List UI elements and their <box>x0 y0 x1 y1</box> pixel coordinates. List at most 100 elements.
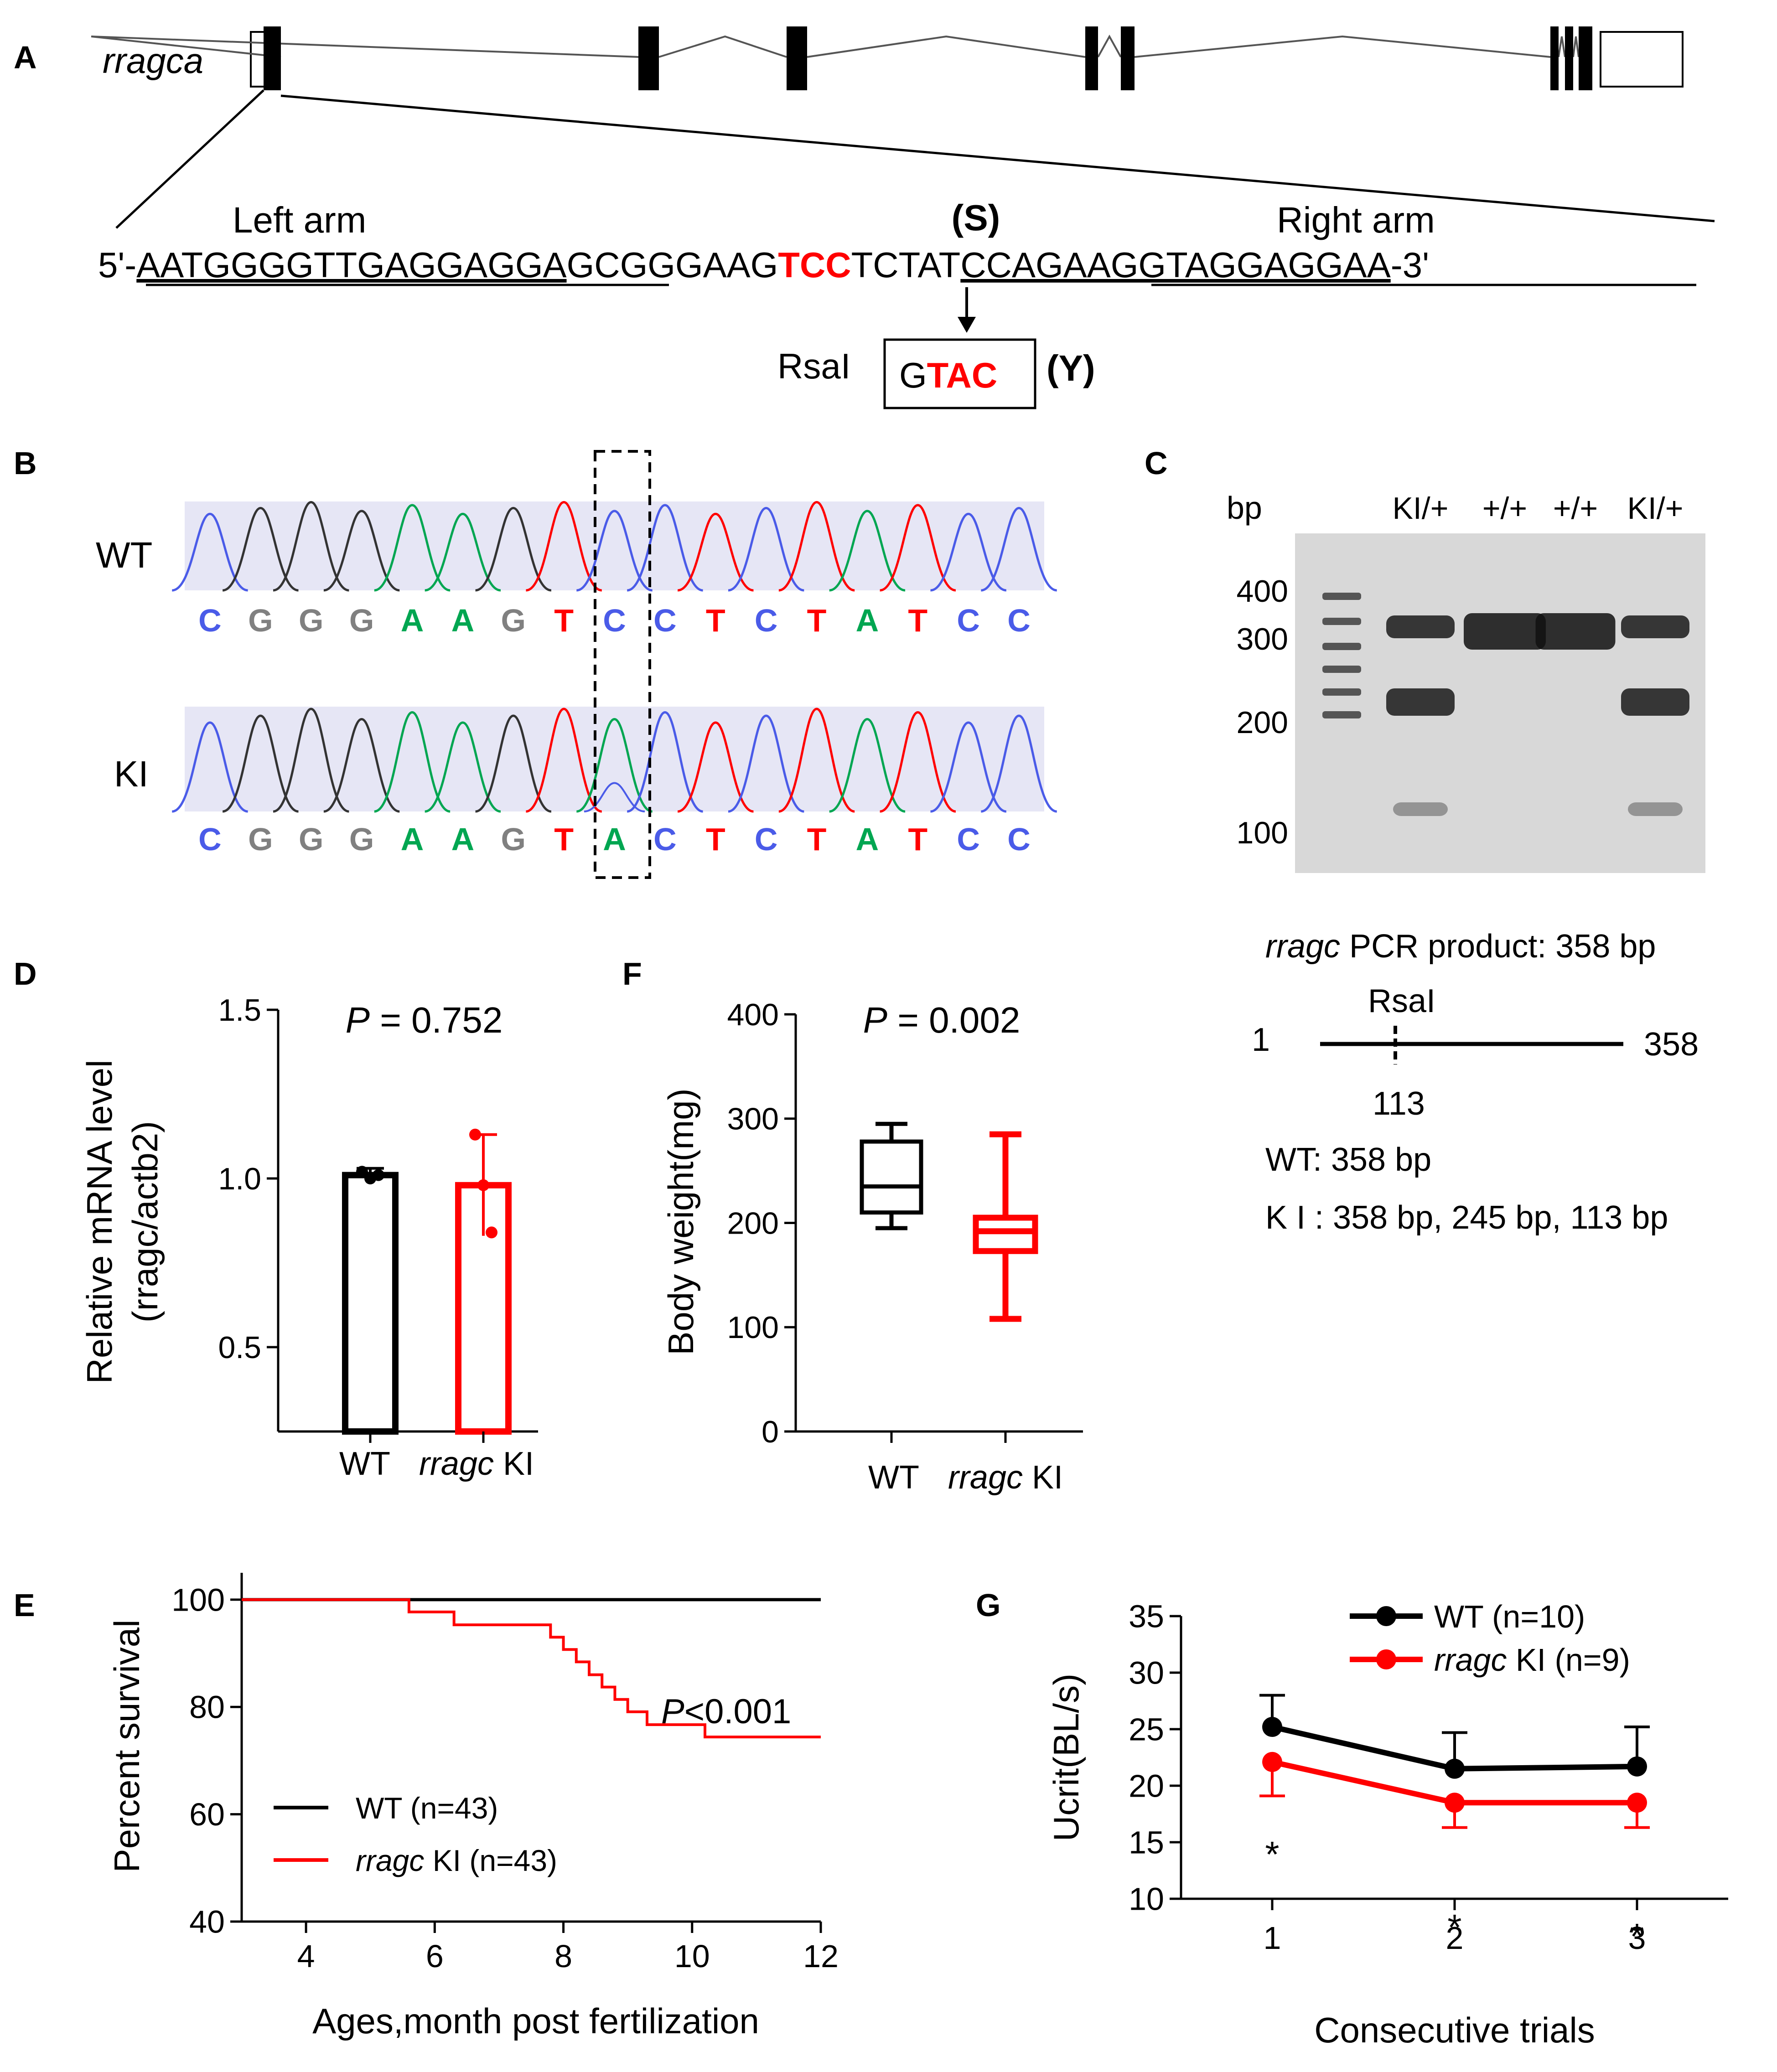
site-text: GTAC <box>899 355 997 395</box>
y-tick-label: 100 <box>171 1582 225 1617</box>
trace-peak <box>273 708 349 813</box>
base-call: T <box>706 822 725 857</box>
panel-letter-d: D <box>14 956 37 992</box>
panel-c: C bp KI/+ +/+ +/+ KI/+ 400 300 200 100 rragc P… <box>1145 445 1705 1236</box>
y-axis-label: Percent survival <box>107 1620 147 1873</box>
gel-lane-labels: KI/+ +/+ +/+ KI/+ <box>1393 491 1684 526</box>
seq-prefix: 5'- <box>98 245 136 285</box>
x-category-rest: KI <box>1023 1459 1063 1496</box>
p-italic: P <box>863 1000 887 1040</box>
base-call: G <box>501 822 526 857</box>
data-point <box>1262 1752 1282 1772</box>
base-call: A <box>401 603 424 638</box>
p-italic: P <box>346 1000 370 1040</box>
y-tick-label: 400 <box>727 997 779 1032</box>
ladder-band <box>1322 643 1361 650</box>
base-call: C <box>653 822 677 857</box>
legend-label: WT (n=43) <box>356 1791 498 1825</box>
y-tick-label: 300 <box>727 1102 779 1137</box>
exon-box <box>1121 26 1135 90</box>
pcr-gene: rragc <box>1265 928 1340 965</box>
data-point <box>1262 1717 1282 1737</box>
data-point <box>1445 1793 1465 1813</box>
gel-marker-label: 100 <box>1237 816 1288 850</box>
codon-label: (S) <box>952 197 1000 238</box>
x-tick-label: 12 <box>803 1938 839 1974</box>
trace-peak <box>980 506 1057 592</box>
trace-peak <box>980 714 1057 813</box>
exon-box <box>264 26 281 90</box>
y-tick-label: 80 <box>189 1690 225 1725</box>
trace-peak <box>323 510 400 592</box>
trace-peak <box>880 711 956 813</box>
y-tick-label: 0.5 <box>218 1330 261 1365</box>
gene-model <box>91 26 1715 229</box>
site-box <box>883 338 1036 409</box>
pcr-product-text: rragc PCR product: 358 bp <box>1265 928 1656 965</box>
trace-peak <box>425 512 501 592</box>
y-tick-label: 15 <box>1129 1825 1164 1860</box>
trace-peak <box>525 501 602 592</box>
ladder-band <box>1322 618 1361 625</box>
trace-peak <box>677 512 754 592</box>
exon-box <box>1579 26 1592 90</box>
panel-a: A rragca Left arm Right arm (S) 5'-AATGG… <box>14 26 1715 409</box>
gel-band <box>1621 615 1689 638</box>
base-call: A <box>401 822 424 857</box>
p-rest: <0.001 <box>684 1692 792 1731</box>
x-category-label: rragc KI <box>948 1459 1063 1496</box>
legend-marker <box>1376 1649 1396 1669</box>
gel-bands <box>1322 593 1689 816</box>
aa-new-label: (Y) <box>1047 348 1095 388</box>
trace-background <box>185 501 1044 590</box>
x-tick-label: 4 <box>297 1938 315 1974</box>
gel-lane-label: KI/+ <box>1393 491 1449 526</box>
base-call: T <box>706 603 725 638</box>
base-call: T <box>908 822 927 857</box>
p-rest: = 0.002 <box>887 1000 1020 1040</box>
intron-line <box>1134 35 1551 58</box>
x-tick-label: 8 <box>554 1938 572 1974</box>
intron-line <box>91 36 639 58</box>
p-italic: P <box>661 1692 684 1731</box>
base-call: A <box>451 822 475 857</box>
base-call: T <box>554 822 574 857</box>
y-tick-label: 25 <box>1129 1712 1164 1747</box>
y-tick-label: 200 <box>727 1206 779 1240</box>
base-call: G <box>501 603 526 638</box>
gel-marker-labels: 400 300 200 100 <box>1237 574 1288 850</box>
p-rest: = 0.752 <box>370 1000 503 1040</box>
y-tick-label: 100 <box>727 1310 779 1345</box>
x-category-label: WT <box>868 1459 919 1496</box>
y-axis-label-2: (rragc/actb2) <box>125 1121 165 1323</box>
panel-letter-f: F <box>622 956 642 992</box>
gel-band <box>1535 613 1616 650</box>
gel-marker-label: 400 <box>1237 574 1288 609</box>
trace-peak <box>576 510 653 592</box>
trace-peak <box>829 510 906 592</box>
legend-italic: rragc <box>356 1844 424 1877</box>
x-tick-label: 2 <box>1446 1920 1464 1956</box>
gel-lane-label: +/+ <box>1553 491 1598 526</box>
base-call: C <box>957 603 980 638</box>
legend-italic: rragc <box>1434 1642 1507 1678</box>
y-axis-label: Ucrit(BL/s) <box>1046 1674 1086 1841</box>
intron-line <box>1097 34 1122 57</box>
panel-letter-e: E <box>14 1587 35 1623</box>
chart-d-mrna: 0.5 1.0 1.5 WT rragc KI P = 0.752 Relative mRN… <box>79 993 538 1482</box>
base-call: C <box>755 603 778 638</box>
base-call: C <box>198 603 222 638</box>
x-category-label: WT <box>339 1446 390 1482</box>
intron-line <box>1572 36 1580 57</box>
legend-label: rragc KI (n=43) <box>356 1844 557 1877</box>
trace-peak <box>677 721 754 813</box>
base-call: G <box>248 822 273 857</box>
panel-letter-a: A <box>14 40 37 75</box>
gel-band <box>1628 802 1683 816</box>
zoom-line-right <box>280 94 1715 222</box>
right-arm-label: Right arm <box>1277 200 1435 240</box>
mutation-highlight-box <box>594 450 651 879</box>
y-tick-label: 60 <box>189 1797 225 1832</box>
exon-box <box>787 26 807 90</box>
